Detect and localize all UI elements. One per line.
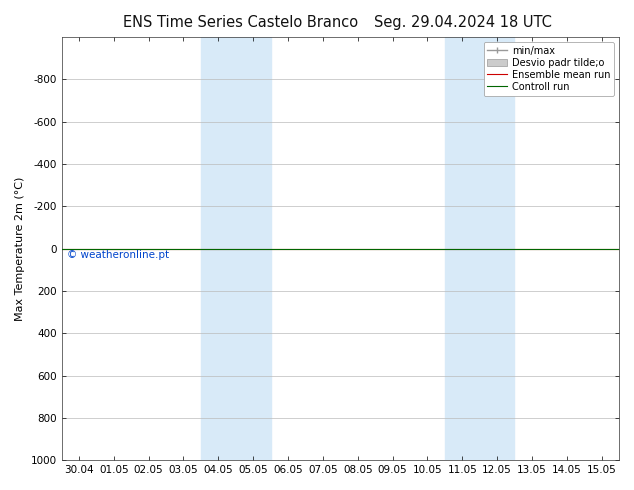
Bar [445, 37, 514, 460]
Bar [201, 37, 271, 460]
Text: ENS Time Series Castelo Branco: ENS Time Series Castelo Branco [124, 15, 358, 30]
Text: Seg. 29.04.2024 18 UTC: Seg. 29.04.2024 18 UTC [374, 15, 552, 30]
Y-axis label: Max Temperature 2m (°C): Max Temperature 2m (°C) [15, 176, 25, 321]
Legend: min/max, Desvio padr tilde;o, Ensemble mean run, Controll run: min/max, Desvio padr tilde;o, Ensemble m… [484, 42, 614, 96]
Text: © weatheronline.pt: © weatheronline.pt [67, 250, 169, 260]
